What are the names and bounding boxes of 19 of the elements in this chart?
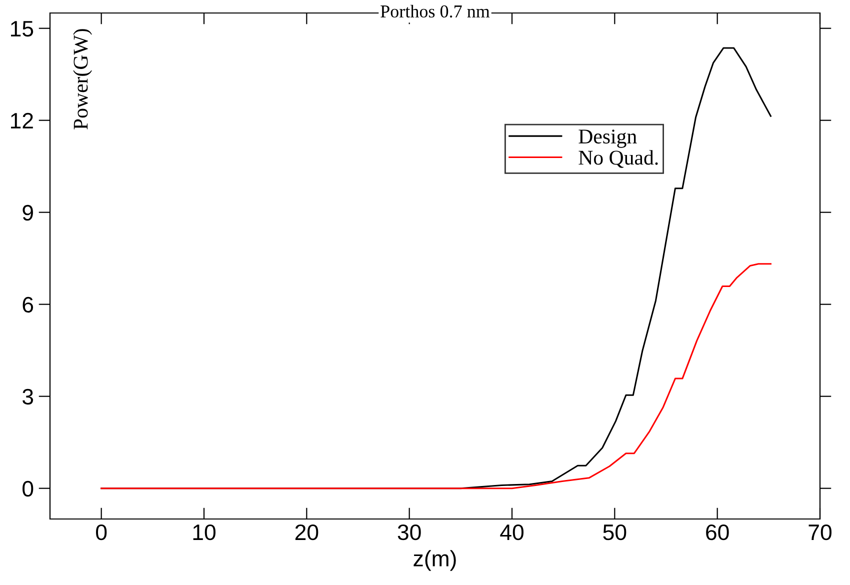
y-tick-label: 15 — [11, 21, 34, 37]
x-tick-label: 60 — [706, 524, 729, 540]
x-tick-label: 20 — [295, 524, 318, 540]
x-tick-label: 10 — [193, 524, 216, 540]
y-tick-label: 0 — [22, 480, 34, 497]
x-tick-label: 40 — [500, 524, 524, 540]
y-tick-label: 9 — [22, 204, 33, 221]
y-tick-label: 6 — [22, 296, 34, 313]
x-tick-label: 70 — [808, 524, 832, 540]
x-tick-label: 0 — [96, 524, 107, 540]
x-tick-label: 50 — [603, 524, 626, 540]
y-tick-label: 12 — [11, 112, 33, 128]
chart-title: Porthos 0.7 nm — [380, 4, 490, 18]
y-tick-label: 3 — [22, 388, 34, 405]
legend-label: Design — [578, 130, 637, 148]
y-axis-title: Power(GW) — [73, 29, 92, 130]
x-axis-title: z(m) — [414, 550, 456, 571]
x-tick-label: 30 — [398, 524, 421, 540]
legend-label: No Quad. — [578, 150, 658, 168]
